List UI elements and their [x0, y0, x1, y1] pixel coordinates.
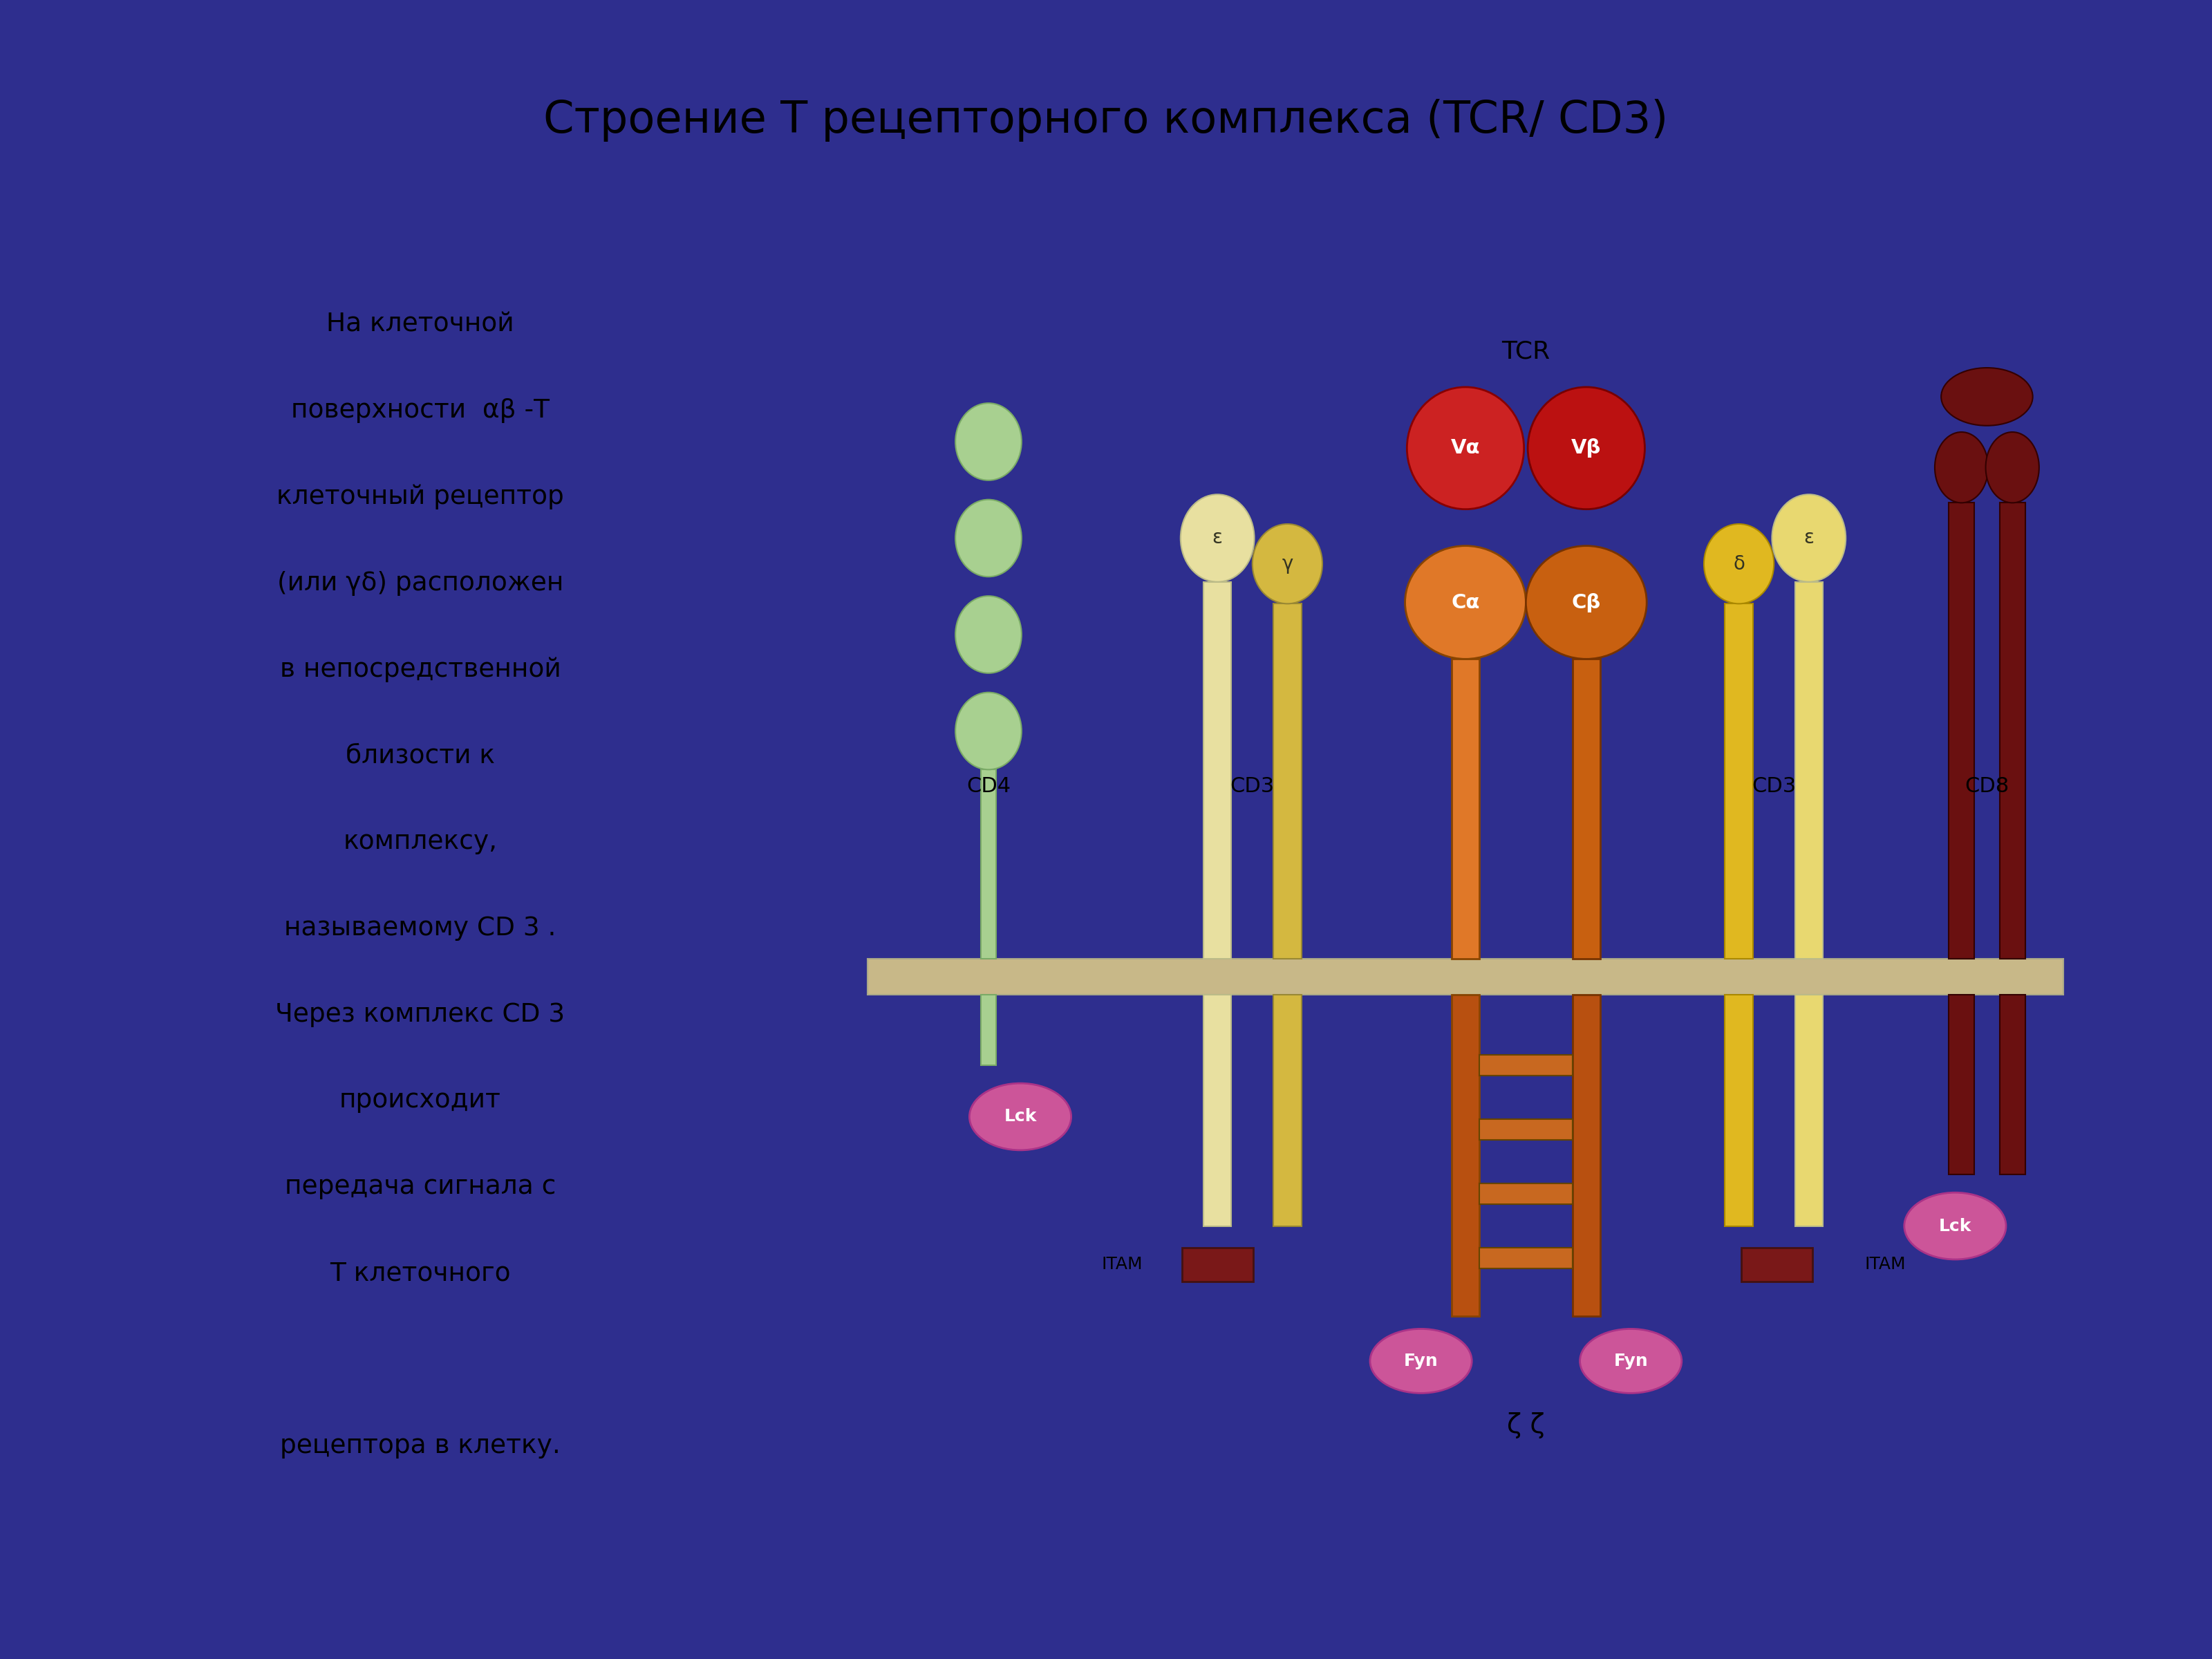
Ellipse shape — [1772, 494, 1845, 582]
Text: Vβ: Vβ — [1571, 438, 1601, 458]
Bar — [1725, 994, 1752, 1226]
Text: (или γδ) расположен: (или γδ) расположен — [276, 571, 564, 596]
Text: рецептора в клетку.: рецептора в клетку. — [281, 1433, 560, 1458]
Bar — [1181, 1248, 1252, 1281]
Bar — [980, 770, 995, 959]
Text: Fyn: Fyn — [1405, 1352, 1438, 1369]
Ellipse shape — [956, 499, 1022, 577]
Bar — [1794, 994, 1823, 1226]
Bar — [867, 959, 2064, 994]
Bar — [1480, 1248, 1573, 1269]
Text: ITAM: ITAM — [1865, 1256, 1907, 1272]
Text: Cβ: Cβ — [1573, 592, 1601, 612]
Ellipse shape — [1369, 1329, 1471, 1394]
Ellipse shape — [1703, 524, 1774, 604]
Text: CD4: CD4 — [967, 776, 1011, 796]
Ellipse shape — [1942, 368, 2033, 426]
Ellipse shape — [1936, 431, 1989, 503]
Ellipse shape — [1986, 431, 2039, 503]
Text: комплексу,: комплексу, — [343, 830, 498, 854]
Ellipse shape — [1181, 494, 1254, 582]
Bar — [1451, 994, 1480, 1316]
Text: TCR: TCR — [1502, 340, 1551, 363]
Ellipse shape — [956, 403, 1022, 481]
Bar — [1451, 659, 1480, 959]
Bar — [1741, 1248, 1812, 1281]
Text: CD3: CD3 — [1230, 776, 1274, 796]
Text: γ: γ — [1281, 554, 1294, 574]
Text: Vα: Vα — [1451, 438, 1480, 458]
Bar — [1203, 994, 1232, 1226]
Text: Через комплекс CD 3: Через комплекс CD 3 — [276, 1002, 564, 1027]
Text: Lck: Lck — [1938, 1218, 1971, 1234]
Ellipse shape — [1405, 546, 1526, 659]
Bar — [1573, 659, 1599, 959]
Ellipse shape — [1528, 387, 1646, 509]
Bar — [1203, 582, 1232, 959]
Bar — [1480, 1120, 1573, 1140]
Bar — [1480, 1183, 1573, 1204]
Text: Т клеточного: Т клеточного — [330, 1261, 511, 1286]
Text: близости к: близости к — [345, 743, 495, 768]
Text: Fyn: Fyn — [1613, 1352, 1648, 1369]
Ellipse shape — [969, 1083, 1071, 1150]
Ellipse shape — [1252, 524, 1323, 604]
Ellipse shape — [1905, 1193, 2006, 1259]
Text: На клеточной: На клеточной — [327, 312, 513, 337]
Text: в непосредственной: в непосредственной — [279, 657, 562, 682]
Text: называемому CD 3 .: называемому CD 3 . — [285, 916, 555, 941]
Text: δ: δ — [1732, 554, 1745, 574]
Text: CD3: CD3 — [1752, 776, 1796, 796]
Ellipse shape — [1579, 1329, 1681, 1394]
Bar — [1573, 994, 1599, 1316]
Text: ε: ε — [1212, 529, 1223, 547]
Bar — [980, 994, 995, 1065]
Text: поверхности  αβ -Т: поверхности αβ -Т — [292, 398, 549, 423]
Text: Cα: Cα — [1451, 592, 1480, 612]
Bar — [1949, 503, 1973, 959]
Text: CD8: CD8 — [1964, 776, 2008, 796]
Ellipse shape — [956, 596, 1022, 674]
Bar — [1274, 604, 1301, 959]
Text: клеточный рецептор: клеточный рецептор — [276, 484, 564, 509]
Text: Lck: Lck — [1004, 1108, 1037, 1125]
Ellipse shape — [956, 692, 1022, 770]
Bar — [1794, 582, 1823, 959]
Text: Строение Т рецепторного комплекса (TCR/ CD3): Строение Т рецепторного комплекса (TCR/ … — [544, 100, 1668, 141]
Text: передача сигнала с: передача сигнала с — [285, 1175, 555, 1199]
Bar — [1480, 1055, 1573, 1075]
Bar — [2000, 503, 2026, 959]
Text: ε: ε — [1803, 529, 1814, 547]
Bar — [1725, 604, 1752, 959]
Bar — [1949, 994, 1973, 1175]
Text: происходит: происходит — [338, 1088, 502, 1113]
Ellipse shape — [1407, 387, 1524, 509]
Bar — [2000, 994, 2026, 1175]
Text: ζ ζ: ζ ζ — [1506, 1412, 1544, 1438]
Ellipse shape — [1526, 546, 1646, 659]
Text: ITAM: ITAM — [1102, 1256, 1144, 1272]
Bar — [1274, 994, 1301, 1226]
